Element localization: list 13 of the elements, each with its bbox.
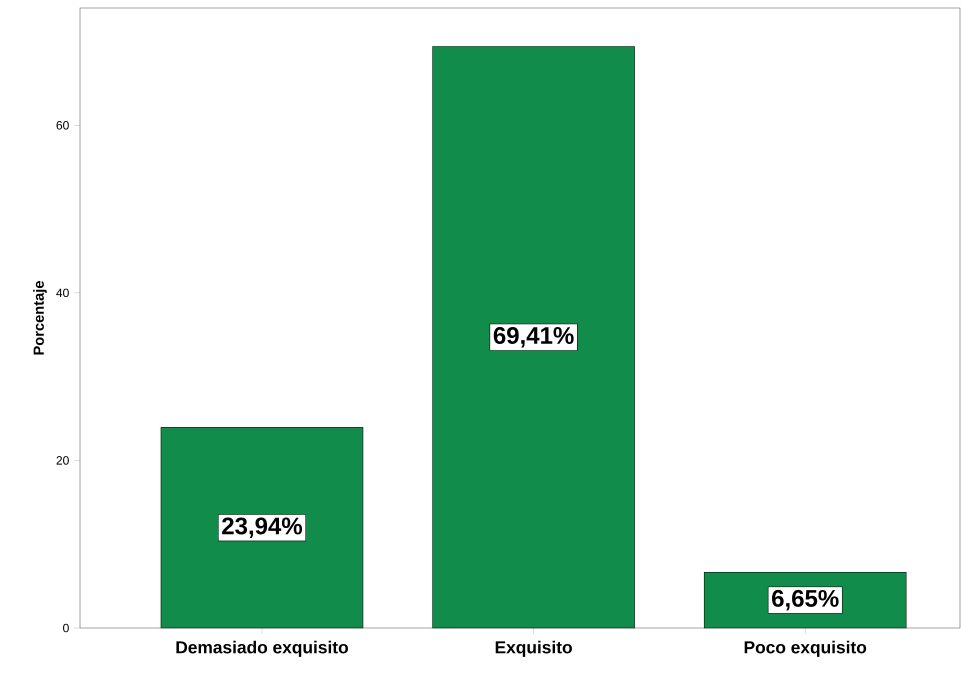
x-tick-label: Demasiado exquisito	[176, 640, 348, 657]
y-tick-label: 40	[56, 288, 69, 298]
x-tick-label: Poco exquisito	[744, 640, 866, 657]
y-tick-label: 0	[63, 624, 69, 632]
y-tick-label: 20	[56, 456, 69, 465]
y-tick-label: 60	[56, 121, 69, 130]
bar	[160, 427, 364, 628]
x-tick-label: Exquisito	[496, 640, 572, 657]
data-label: 23,94%	[222, 517, 302, 538]
data-label: 6,65%	[772, 590, 839, 610]
y-axis-title: Porcentaje	[33, 281, 47, 355]
data-label: 69,41%	[494, 326, 574, 348]
bar	[432, 46, 635, 628]
